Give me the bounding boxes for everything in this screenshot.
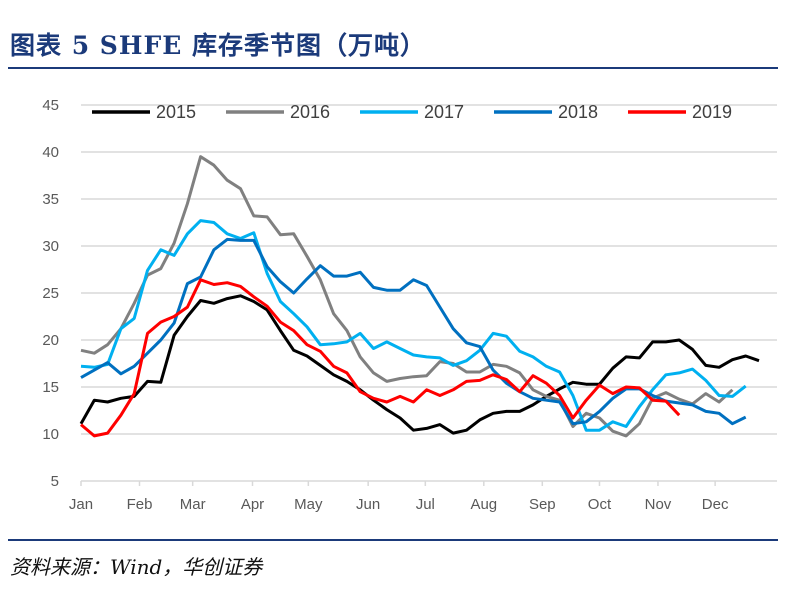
- legend-label-2018: 2018: [558, 102, 598, 122]
- y-tick-label: 15: [42, 379, 59, 396]
- y-tick-label: 45: [42, 97, 59, 114]
- legend-label-2015: 2015: [156, 102, 196, 122]
- series-line-2016: [80, 155, 734, 438]
- series-line-2017: [80, 219, 747, 432]
- x-tick-label: Oct: [588, 496, 612, 513]
- x-tick-label: Jan: [69, 496, 93, 513]
- bottom-rule: [8, 539, 778, 541]
- x-tick-label: Jul: [416, 496, 435, 513]
- series-line-2015: [79, 294, 760, 435]
- x-tick-label: Sep: [529, 496, 556, 513]
- x-tick-label: Apr: [241, 496, 264, 513]
- y-tick-label: 5: [51, 473, 59, 490]
- x-tick-label: Nov: [645, 496, 672, 513]
- y-tick-label: 25: [42, 285, 59, 302]
- x-tick-label: Dec: [702, 496, 729, 513]
- top-rule: [8, 67, 778, 69]
- x-tick-label: May: [294, 496, 323, 513]
- y-tick-label: 20: [42, 332, 59, 349]
- legend-label-2017: 2017: [424, 102, 464, 122]
- x-tick-label: Feb: [127, 496, 153, 513]
- x-tick-label: Jun: [356, 496, 380, 513]
- y-tick-label: 35: [42, 191, 59, 208]
- x-tick-label: Aug: [470, 496, 497, 513]
- y-tick-label: 10: [42, 426, 59, 443]
- y-tick-label: 30: [42, 238, 59, 255]
- x-tick-label: Mar: [180, 496, 206, 513]
- line-chart: 5 10 15 20 25 30 35 40 45 Jan Feb Mar Apr May Jun Jul Au…: [42, 97, 777, 513]
- source-note: 资料来源：Wind，华创证券: [10, 555, 263, 579]
- legend-label-2016: 2016: [290, 102, 330, 122]
- chart-title: 图表 5 SHFE 库存季节图（万吨）: [10, 31, 426, 60]
- legend-label-2019: 2019: [692, 102, 732, 122]
- series-line-2019: [80, 278, 681, 438]
- y-tick-label: 40: [42, 144, 59, 161]
